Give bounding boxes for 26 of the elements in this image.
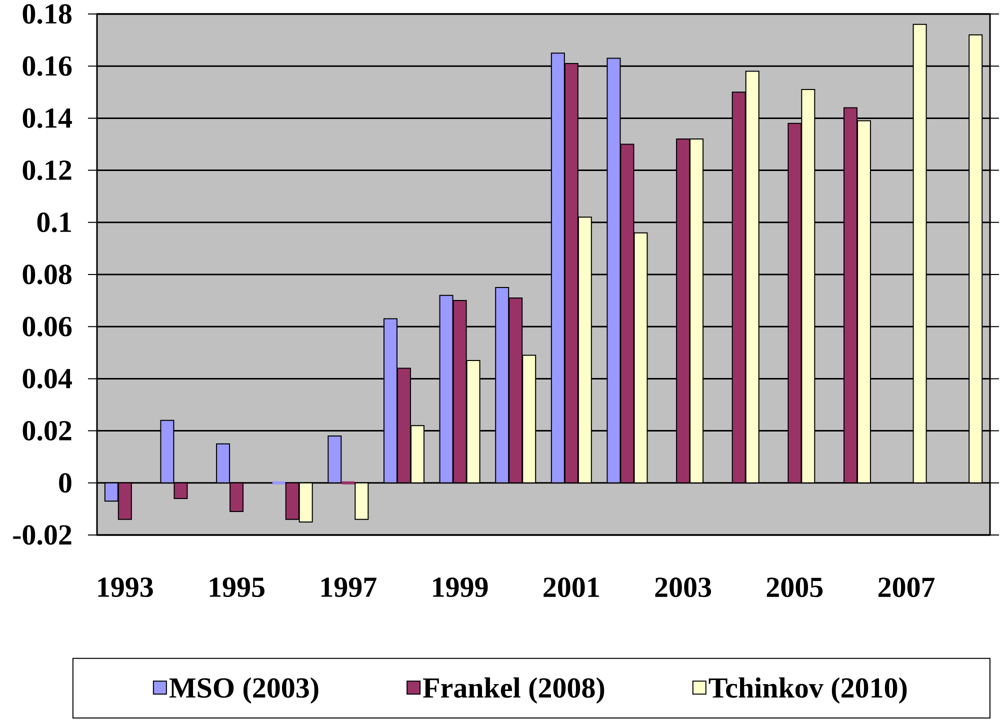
bar: [968, 34, 983, 484]
y-tick-label: 0.02: [22, 420, 72, 441]
bar: [328, 436, 342, 484]
y-tick-label: 0.18: [22, 4, 72, 24]
x-tick-label: 2007: [878, 578, 935, 598]
bar: [354, 482, 369, 520]
y-tick-label: -0.02: [13, 525, 72, 545]
y-tick-label: 0.16: [22, 56, 72, 76]
x-tick-label: 2003: [655, 578, 712, 598]
y-tick-label: 0.08: [22, 264, 72, 284]
x-tick-label: 1993: [98, 578, 153, 598]
y-tick-label: 0.12: [22, 160, 72, 180]
y-tick-label: 0.04: [22, 368, 72, 389]
x-tick-label: 1995: [210, 578, 264, 598]
x-tick-label: 1997: [321, 578, 376, 598]
y-tick-label: 0.06: [22, 316, 72, 336]
y-tick-label: 0: [59, 473, 72, 493]
y-tick-label: 0.1: [37, 212, 71, 232]
x-tick-label: 2001: [544, 578, 599, 598]
x-tick-label: 1999: [433, 578, 488, 598]
legend-label: MSO (2003): [169, 677, 318, 704]
legend-label: Tchinkov (2010): [708, 677, 907, 704]
y-tick-label: 0.14: [22, 108, 72, 128]
legend-label: Frankel (2008): [423, 677, 604, 704]
bar: [912, 24, 927, 484]
x-tick-label: 2005: [766, 578, 823, 598]
